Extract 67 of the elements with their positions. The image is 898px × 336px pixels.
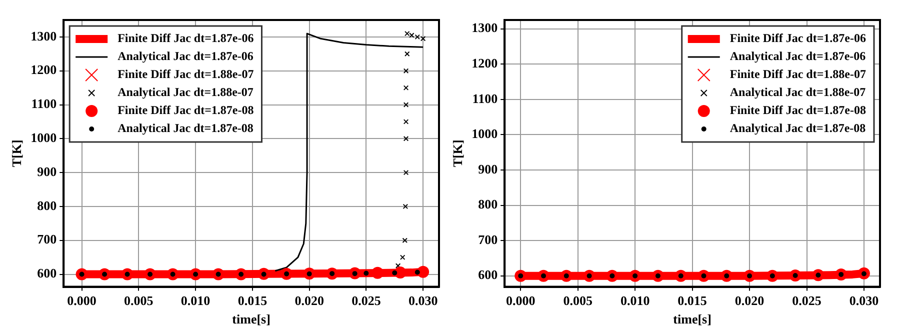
x-tick-label: 0.015	[238, 292, 268, 308]
point	[403, 85, 409, 90]
point	[403, 136, 409, 142]
x-tick-label: 0.020	[294, 292, 324, 308]
point	[404, 51, 410, 57]
x-tick-label: 0.020	[734, 292, 764, 308]
legend-label: Finite Diff Jac dt=1.87e-08	[118, 103, 254, 118]
x-axis-title: time[s]	[673, 312, 712, 327]
x-tick-label: 0.025	[792, 292, 822, 308]
y-tick-label: 1300	[30, 28, 57, 44]
y-axis-title: T[K]	[450, 140, 466, 168]
legend-label: Analytical Jac dt=1.87e-08	[118, 121, 254, 136]
y-tick-label: 600	[37, 266, 57, 281]
x-tick-label: 0.025	[352, 292, 382, 308]
y-tick-label: 800	[478, 196, 498, 212]
legend-label: Analytical Jac dt=1.88e-07	[730, 85, 866, 100]
y-tick-label: 1000	[30, 130, 57, 146]
x-tick-label: 0.015	[678, 292, 708, 308]
y-tick-label: 700	[478, 232, 498, 247]
point	[414, 270, 420, 275]
y-tick-label: 1100	[472, 90, 498, 106]
point	[392, 270, 398, 276]
y-tick-label: 1300	[472, 20, 498, 36]
y-tick-label: 1100	[31, 96, 57, 112]
legend-label: Finite Diff Jac dt=1.87e-06	[118, 31, 254, 46]
legend-label: Analytical Jac dt=1.87e-06	[730, 49, 866, 64]
point	[395, 263, 401, 268]
legend-label: Finite Diff Jac dt=1.87e-08	[730, 103, 866, 118]
y-tick-label: 800	[37, 198, 57, 213]
point	[394, 266, 406, 279]
x-tick-label: 0.000	[506, 292, 536, 308]
point	[420, 36, 426, 42]
legend-label: Analytical Jac dt=1.88e-07	[118, 85, 254, 100]
y-axis-title: T[K]	[9, 140, 24, 168]
legend-label: Analytical Jac dt=1.87e-06	[118, 49, 254, 64]
y-tick-label: 900	[37, 164, 57, 179]
point	[400, 254, 406, 260]
point	[403, 68, 409, 74]
x-tick-label: 0.005	[563, 292, 593, 308]
y-tick-label: 900	[478, 161, 498, 176]
x-tick-label: 0.010	[180, 292, 210, 308]
y-tick-label: 1200	[30, 62, 57, 78]
point	[403, 119, 409, 124]
point	[402, 238, 408, 243]
point	[372, 266, 384, 279]
x-axis-title: time[s]	[232, 312, 270, 327]
y-tick-label: 1000	[472, 126, 498, 142]
point	[403, 170, 409, 176]
y-tick-label: 600	[478, 267, 498, 282]
x-tick-label: 0.010	[620, 292, 650, 308]
x-tick-label: 0.030	[408, 292, 438, 308]
legend-label: Finite Diff Jac dt=1.88e-07	[118, 67, 254, 82]
legend-label: Analytical Jac dt=1.87e-08	[730, 121, 866, 136]
point	[402, 204, 408, 210]
x-tick-label: 0.030	[849, 292, 879, 308]
point	[404, 30, 410, 36]
y-tick-label: 700	[37, 232, 57, 247]
point	[409, 32, 414, 38]
point	[417, 266, 430, 278]
x-tick-label: 0.005	[124, 292, 154, 308]
legend-label: Finite Diff Jac dt=1.87e-06	[730, 31, 866, 46]
point	[414, 34, 420, 40]
y-tick-label: 1200	[472, 55, 498, 70]
point	[403, 102, 409, 108]
x-tick-label: 0.000	[67, 292, 96, 308]
point	[364, 270, 369, 276]
legend-label: Finite Diff Jac dt=1.88e-07	[730, 67, 866, 82]
